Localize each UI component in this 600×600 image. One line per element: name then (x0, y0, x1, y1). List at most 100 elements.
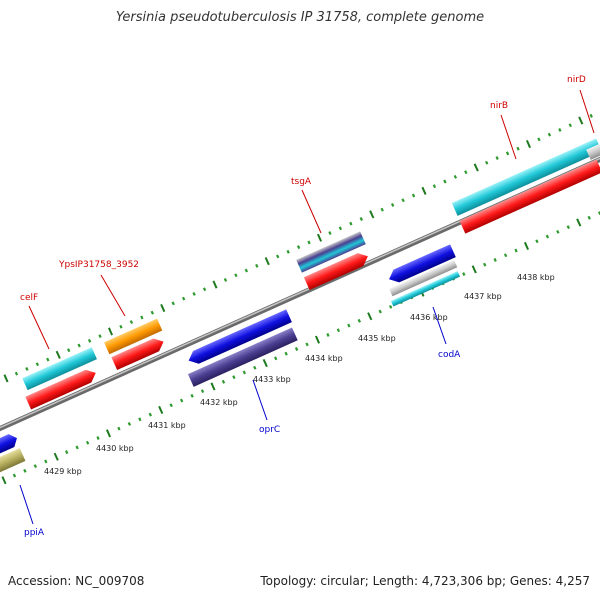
minor-tick (117, 426, 121, 431)
YpsIP31758_3952-gene-feature (104, 318, 163, 355)
minor-tick (65, 450, 69, 455)
minor-tick (357, 318, 361, 323)
major-tick (1, 476, 7, 485)
kbp-label: 4429 kbp (44, 467, 82, 476)
minor-tick (127, 422, 132, 426)
reverse-tick-ring (1, 211, 600, 485)
minor-tick (432, 184, 437, 189)
major-tick (525, 139, 532, 149)
minor-tick (96, 436, 100, 440)
major-tick (210, 382, 216, 391)
minor-tick (223, 277, 228, 282)
minor-tick (411, 193, 416, 198)
minor-tick (171, 301, 175, 306)
minor-tick (150, 310, 154, 315)
minor-tick (286, 249, 290, 254)
minor-tick (537, 137, 541, 142)
minor-tick (547, 132, 552, 137)
map-title: Yersinia pseudotuberculosis IP 31758, co… (115, 10, 485, 25)
minor-tick (33, 464, 38, 469)
tsgA-leader-line (301, 189, 322, 234)
major-tick (576, 218, 582, 227)
minor-tick (535, 239, 539, 244)
codA-leader-line (432, 306, 447, 345)
ppiA-olive-feature (0, 448, 26, 474)
codA-blue-feature (389, 244, 456, 283)
oprC-blue-feature (188, 309, 292, 364)
major-tick (367, 312, 373, 321)
major-tick (314, 335, 321, 344)
kbp-label: 4430 kbp (96, 444, 134, 453)
ppiA-leader-line (19, 484, 34, 525)
kbp-label: 4436 kbp (410, 313, 448, 322)
minor-tick (338, 226, 343, 231)
kbp-label: 4431 kbp (148, 421, 186, 430)
forward-tick-ring (3, 110, 600, 383)
minor-tick (35, 362, 40, 367)
kbp-label: 4437 kbp (464, 292, 502, 301)
topology-text: Topology: circular; Length: 4,723,306 bp… (260, 574, 590, 588)
major-tick (212, 280, 218, 289)
minor-tick (505, 151, 510, 156)
gene-label-YpsIP31758_3952: YpsIP31758_3952 (58, 260, 139, 270)
major-tick (105, 429, 112, 438)
celF-leader-line (28, 305, 50, 350)
minor-tick (328, 231, 332, 235)
tsgA-cds-feature (303, 253, 368, 291)
minor-tick (503, 253, 508, 258)
major-tick (523, 241, 530, 251)
minor-tick (23, 468, 27, 473)
minor-tick (587, 215, 591, 220)
genome-backbone (0, 156, 600, 432)
minor-tick (589, 113, 593, 118)
major-tick (578, 116, 584, 125)
minor-tick (119, 324, 123, 329)
major-tick (316, 233, 323, 242)
minor-tick (378, 309, 382, 314)
minor-tick (221, 379, 226, 384)
minor-tick (568, 123, 572, 128)
kbp-label: 4435 kbp (358, 334, 396, 343)
major-tick (264, 257, 270, 266)
minor-tick (75, 445, 79, 450)
YpsIP31758_3952-leader-line (100, 274, 126, 317)
minor-tick (255, 263, 259, 268)
minor-tick (98, 334, 102, 339)
minor-tick (138, 417, 142, 422)
kbp-label: 4433 kbp (253, 375, 291, 384)
minor-tick (77, 343, 81, 348)
minor-tick (200, 389, 205, 394)
minor-tick (181, 296, 186, 301)
minor-tick (232, 375, 236, 380)
minor-tick (202, 287, 207, 292)
minor-tick (359, 217, 363, 221)
minor-tick (558, 128, 562, 132)
minor-tick (516, 146, 520, 151)
minor-tick (401, 198, 405, 203)
major-tick (262, 358, 268, 368)
minor-tick (464, 170, 468, 175)
celF-gene-feature (22, 347, 97, 391)
accession-text: Accession: NC_009708 (8, 574, 145, 588)
kbp-label: 4432 kbp (200, 398, 238, 407)
minor-tick (462, 272, 466, 276)
major-tick (369, 210, 375, 219)
minor-tick (514, 248, 518, 253)
minor-tick (556, 229, 560, 234)
minor-tick (169, 403, 173, 408)
minor-tick (179, 398, 184, 403)
minor-tick (87, 338, 92, 343)
minor-tick (140, 315, 144, 320)
minor-tick (305, 342, 309, 347)
minor-tick (14, 371, 19, 376)
nirB-cds-feature (459, 159, 600, 234)
minor-tick (46, 357, 50, 362)
minor-tick (276, 254, 280, 259)
oprC-leader-line (252, 379, 268, 421)
oprC-navy-feature (187, 327, 298, 387)
minor-tick (242, 370, 247, 375)
gene-label-codA: codA (438, 350, 461, 360)
minor-tick (545, 234, 550, 239)
minor-tick (566, 225, 570, 230)
